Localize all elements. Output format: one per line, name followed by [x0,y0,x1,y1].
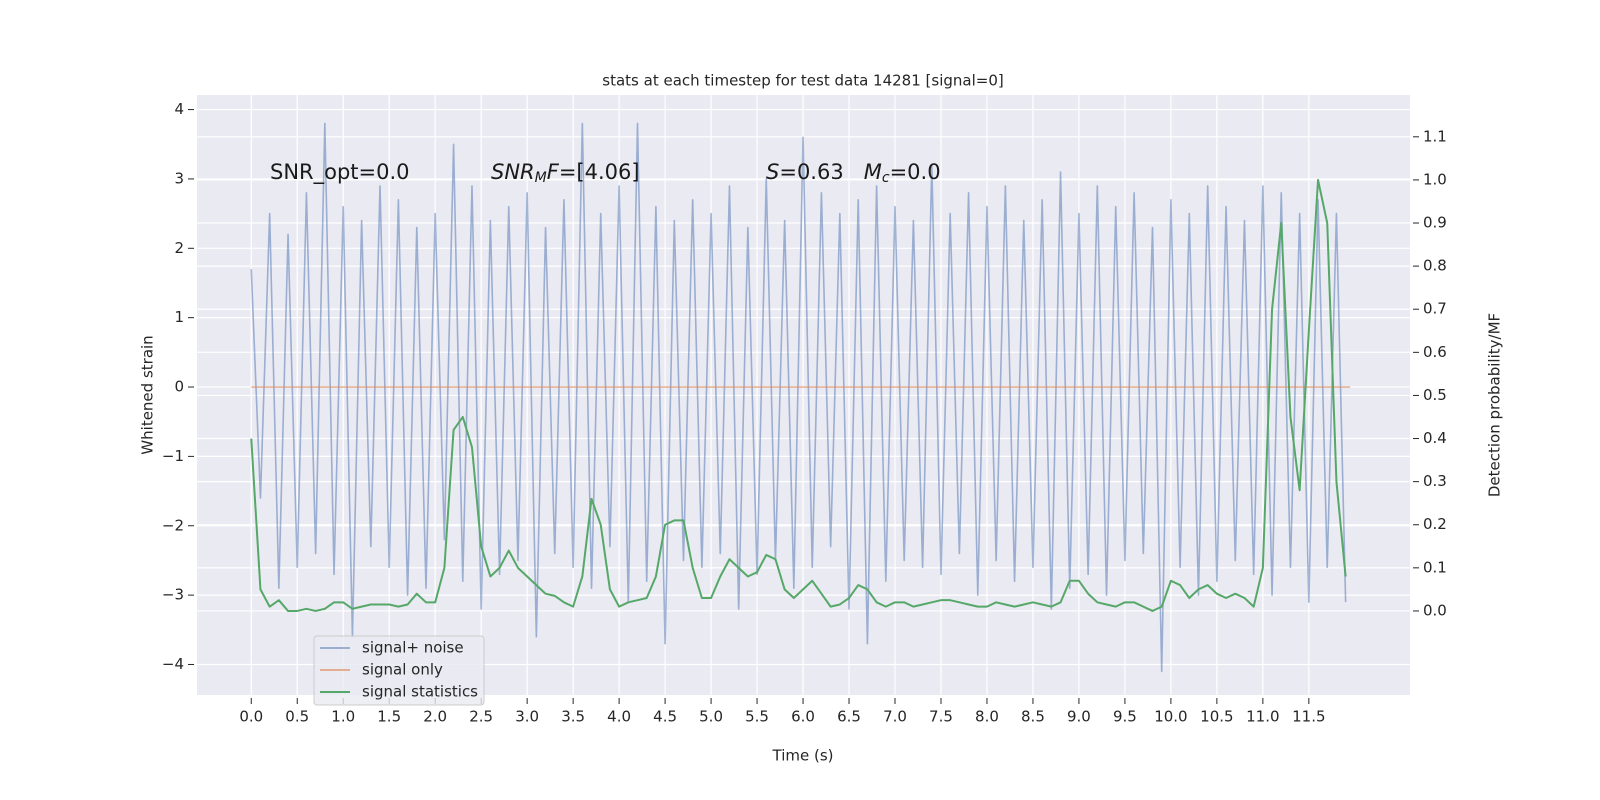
y2-tick-label: 0.9 [1423,214,1447,232]
y2-tick-label: 1.0 [1423,170,1447,188]
series-line [250,122,1347,673]
annotation-part: SNR [491,160,535,184]
y-tick-label: 0 [174,378,184,396]
x-tick-label: 10.5 [1200,708,1233,726]
x-tick-label: 4.0 [607,708,631,726]
annotation-part: SNR_opt=0.0 [270,160,410,185]
y-tick-label: 3 [174,169,184,187]
x-axis-label: Time (s) [772,747,834,765]
x-tick-label: 2.0 [423,708,447,726]
annotation-part: M [864,160,882,184]
y-tick-label: 1 [174,308,184,326]
y2-tick-label: 0.3 [1423,472,1447,490]
annotation-part: S [766,160,779,184]
y-tick-label: −1 [162,447,184,465]
x-tick-label: 5.0 [699,708,723,726]
x-tick-label: 10.0 [1154,708,1187,726]
annotation-part: =0.63 [779,160,863,184]
x-tick-label: 1.0 [331,708,355,726]
annotation-part: M [535,170,547,186]
y-tick-label: 2 [174,239,184,257]
x-tick-label: 8.5 [1021,708,1045,726]
y-tick-label: 4 [174,100,184,118]
x-tick-label: 1.5 [377,708,401,726]
y-tick-label: −4 [162,655,184,673]
annotation-part: =0.0 [890,160,941,184]
annotation-part: =[4.06] [559,160,640,184]
x-tick-label: 6.5 [837,708,861,726]
y2-tick-label: 0.8 [1423,257,1447,275]
x-tick-label: 11.5 [1292,708,1325,726]
y-tick-label: −2 [162,516,184,534]
y2-tick-label: 0.7 [1423,300,1447,318]
annotation-part: c [882,170,890,186]
y2-tick-label: 0.4 [1423,429,1447,447]
x-tick-label: 11.0 [1246,708,1279,726]
annotation: S=0.63 Mc=0.0 [766,160,941,186]
y2-tick-label: 0.2 [1423,515,1447,533]
legend-label: signal+ noise [362,639,464,657]
legend-label: signal statistics [362,683,478,701]
y2-tick-label: 0.1 [1423,558,1447,576]
x-tick-label: 7.5 [929,708,953,726]
x-tick-label: 3.0 [515,708,539,726]
x-tick-label: 5.5 [745,708,769,726]
x-tick-label: 4.5 [653,708,677,726]
x-tick-label: 7.0 [883,708,907,726]
y-axis-label: Whitened strain [139,335,157,454]
x-tick-label: 9.5 [1113,708,1137,726]
annotation-part: F [547,160,560,184]
x-tick-label: 0.0 [239,708,263,726]
y2-tick-label: 0.6 [1423,343,1447,361]
x-tick-label: 0.5 [285,708,309,726]
x-tick-label: 6.0 [791,708,815,726]
x-tick-label: 8.0 [975,708,999,726]
y2-tick-label: 1.1 [1423,127,1447,145]
x-tick-label: 3.5 [561,708,585,726]
annotation: SNRMF=[4.06] [491,160,640,186]
series-line [250,178,1347,612]
chart-title: stats at each timestep for test data 142… [602,72,1003,90]
legend-box [313,635,485,706]
legend: signal+ noise signal only signal statistic… [313,635,485,706]
y-tick-label: −3 [162,586,184,604]
y2-tick-label: 0.5 [1423,386,1447,404]
y2-tick-label: 0.0 [1423,601,1447,619]
y2-axis-label: Detection probability/MF [1486,313,1504,497]
x-tick-label: 2.5 [469,708,493,726]
annotation: SNR_opt=0.0 [270,160,410,185]
legend-label: signal only [362,661,443,679]
x-tick-label: 9.0 [1067,708,1091,726]
